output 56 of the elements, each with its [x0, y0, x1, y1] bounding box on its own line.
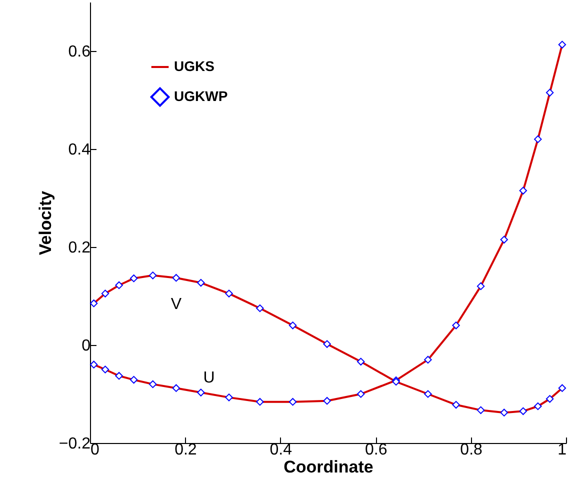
y-tick-label: 0.6	[68, 44, 91, 60]
point	[172, 384, 180, 392]
point	[546, 88, 554, 97]
point	[323, 340, 331, 348]
point	[356, 390, 365, 398]
x-tick-label: 1	[558, 442, 567, 458]
x-tick-label: 0.6	[364, 442, 388, 458]
point	[115, 281, 123, 290]
point	[519, 407, 528, 416]
x-tick-label: 0.4	[270, 442, 292, 458]
point	[476, 282, 485, 290]
point	[288, 398, 297, 406]
point	[452, 400, 460, 409]
point	[197, 388, 205, 396]
y-tick-label: −0.2	[58, 436, 91, 452]
point	[197, 278, 205, 287]
point	[558, 384, 566, 392]
y-axis-title: Velocity	[36, 190, 55, 256]
point	[256, 304, 264, 312]
point	[115, 372, 123, 380]
point	[130, 274, 138, 282]
legend-label: UGKWP	[174, 88, 228, 104]
x-tick-label: 0.2	[174, 442, 197, 458]
point	[558, 40, 566, 48]
annotation: U	[203, 369, 215, 386]
point	[534, 402, 542, 410]
point	[101, 366, 110, 374]
y-tick-label: 0	[82, 338, 91, 354]
y-tick-label: 0.2	[68, 240, 91, 256]
point	[452, 322, 460, 330]
point	[90, 360, 98, 368]
point	[256, 398, 264, 406]
y-tick-label: 0.4	[68, 142, 91, 158]
point	[534, 135, 542, 144]
point	[356, 358, 365, 366]
point	[476, 406, 485, 414]
x-tick-label: 0.8	[460, 442, 483, 458]
point	[101, 290, 110, 298]
point	[288, 322, 297, 330]
annotation: V	[170, 296, 182, 313]
point	[500, 236, 508, 244]
point	[546, 395, 554, 403]
point	[225, 290, 233, 298]
point	[130, 376, 138, 384]
point	[148, 380, 157, 388]
point	[519, 186, 528, 195]
point	[148, 272, 157, 280]
point	[424, 390, 432, 398]
point	[225, 394, 233, 402]
point	[500, 408, 508, 416]
point	[424, 356, 432, 364]
point	[90, 299, 98, 308]
point	[323, 397, 331, 405]
legend-label: UGKS	[174, 58, 214, 74]
point	[172, 274, 180, 282]
x-axis-title: Coordinate	[284, 458, 374, 476]
